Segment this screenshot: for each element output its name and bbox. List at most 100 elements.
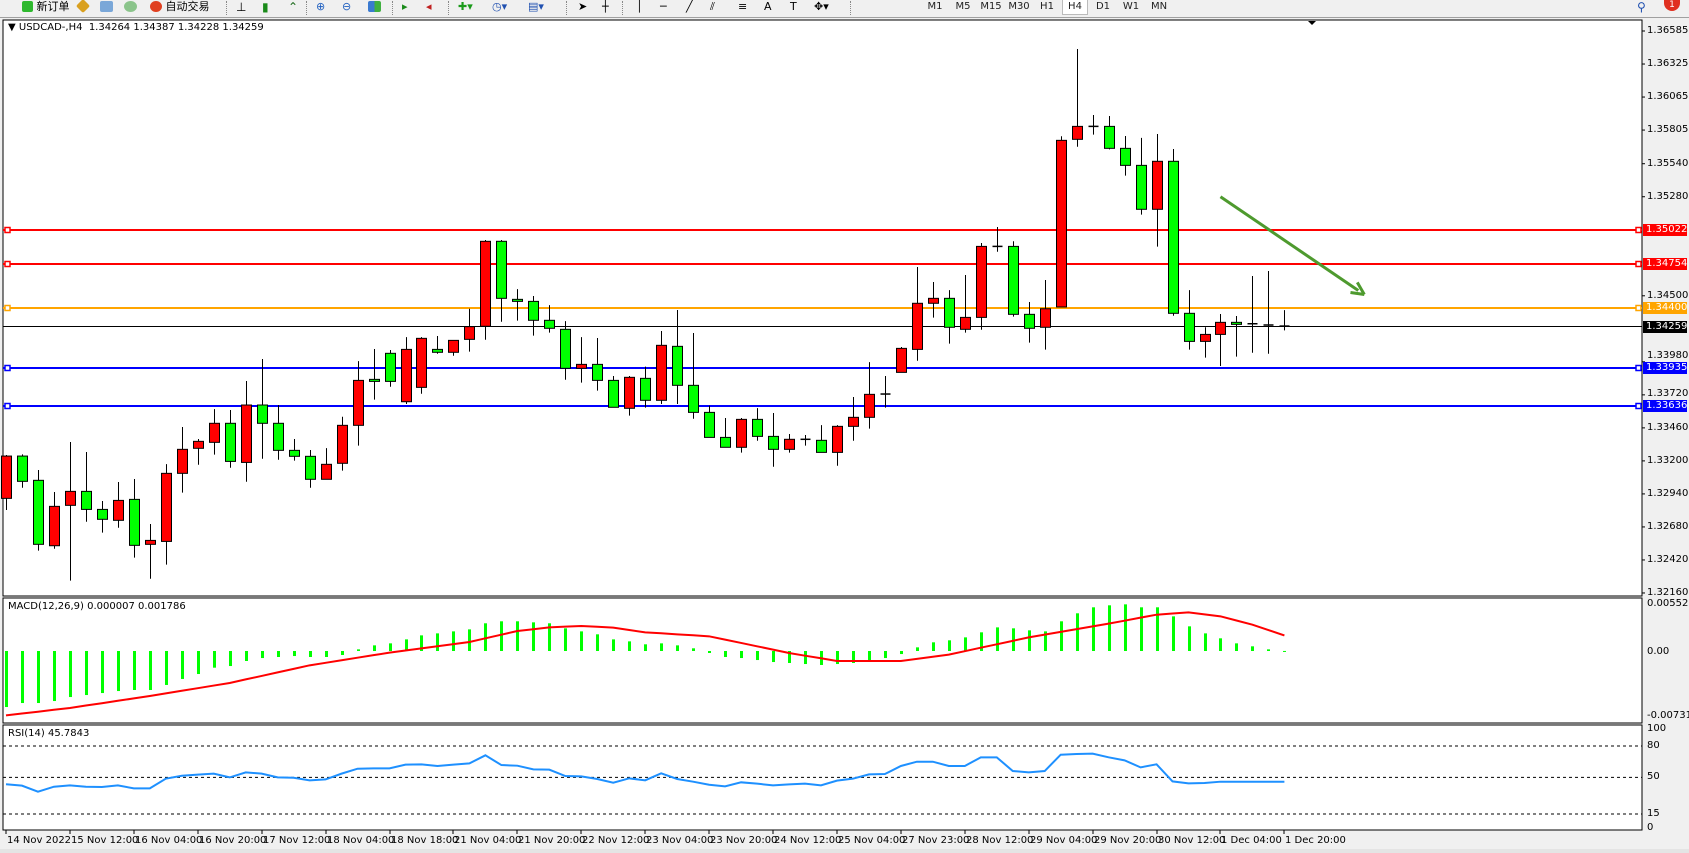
- level-handle-right: [1635, 402, 1642, 410]
- trend-arrow-line: [1219, 195, 1360, 292]
- timeframe-m5[interactable]: M5: [955, 1, 971, 12]
- candle-bearish: [608, 379, 619, 408]
- macd-histogram-bar: [5, 651, 8, 708]
- macd-histogram-bar: [996, 627, 999, 651]
- zoom-in-icon[interactable]: ⊕: [316, 0, 326, 13]
- periods-icon[interactable]: ◷▾: [492, 0, 508, 13]
- price-axis-label: 1.35805: [1647, 124, 1689, 136]
- shapes-icon[interactable]: ✥▾: [814, 0, 829, 13]
- rsi-axis-label: 100: [1647, 723, 1667, 735]
- candle-bullish: [448, 339, 459, 353]
- macd-histogram-bar: [868, 651, 871, 661]
- candle-bearish: [496, 240, 507, 299]
- candle-bullish: [337, 424, 348, 464]
- horizontal-line-icon[interactable]: ─: [660, 0, 667, 13]
- macd-histogram-bar: [708, 651, 711, 653]
- auto-trading-button[interactable]: 自动交易: [150, 0, 210, 16]
- equidistant-channel-icon[interactable]: ⫽: [710, 0, 715, 13]
- chart-header: ▼ USDCAD-,H4 1.34264 1.34387 1.34228 1.3…: [8, 22, 264, 34]
- macd-histogram-bar: [405, 639, 408, 651]
- rsi-axis-label: 0: [1647, 821, 1654, 833]
- timeframe-m1[interactable]: M1: [927, 1, 943, 12]
- price-axis-label: 1.35540: [1647, 157, 1689, 169]
- candle-bearish: [273, 422, 284, 451]
- candle-bearish: [640, 377, 651, 401]
- timeframe-h4[interactable]: H4: [1062, 0, 1088, 15]
- database-icon[interactable]: [100, 1, 113, 12]
- candle-bearish: [257, 404, 268, 424]
- notification-badge[interactable]: 1: [1664, 0, 1680, 11]
- candle-bearish: [1168, 160, 1179, 314]
- macd-histogram-bar: [436, 633, 439, 651]
- macd-histogram-bar: [21, 651, 24, 704]
- level-price-tag[interactable]: 1.34754: [1643, 258, 1687, 270]
- timeframe-h1[interactable]: H1: [1040, 1, 1054, 12]
- separator: [566, 1, 568, 15]
- timeframe-m30[interactable]: M30: [1008, 1, 1030, 12]
- zoom-out-icon[interactable]: ⊖: [342, 0, 352, 13]
- candle-bullish: [576, 363, 587, 369]
- candle-bearish: [672, 345, 683, 386]
- candle-bullish: [464, 326, 475, 340]
- price-axis-label: 1.34500: [1647, 289, 1689, 301]
- timeframe-m15[interactable]: M15: [980, 1, 1002, 12]
- level-price-tag[interactable]: 1.35022: [1643, 224, 1687, 236]
- timeframe-mn[interactable]: MN: [1150, 1, 1168, 12]
- autoscroll-icon[interactable]: ◂: [426, 0, 432, 13]
- chart-menu-triangle-icon[interactable]: ▼: [8, 22, 16, 33]
- rsi-axis-label: 50: [1647, 771, 1660, 783]
- search-icon[interactable]: ⚲: [1637, 0, 1646, 14]
- rsi-header: RSI(14) 45.7843: [8, 728, 90, 739]
- candle-bearish: [768, 435, 779, 450]
- new-order-button[interactable]: 新订单: [22, 0, 70, 16]
- signal-icon[interactable]: [124, 1, 137, 12]
- vertical-line-icon[interactable]: │: [636, 0, 643, 13]
- macd-histogram-bar: [373, 645, 376, 651]
- fibonacci-icon[interactable]: ≡: [738, 0, 748, 13]
- macd-histogram-bar: [1251, 646, 1254, 651]
- text-icon[interactable]: A: [764, 0, 772, 13]
- candle-bearish: [688, 384, 699, 413]
- text-label-icon[interactable]: T: [790, 0, 797, 13]
- crosshair-icon[interactable]: ┼: [602, 0, 609, 13]
- trendline-icon[interactable]: ╱: [686, 0, 693, 13]
- candlestick-icon[interactable]: ▮: [262, 0, 269, 14]
- tile-windows-icon[interactable]: [368, 1, 381, 12]
- macd-histogram-bar: [900, 651, 903, 655]
- candle-bullish: [896, 347, 907, 373]
- timeframe-d1[interactable]: D1: [1095, 1, 1111, 12]
- macd-histogram-bar: [1235, 643, 1238, 651]
- macd-histogram-bar: [117, 651, 120, 692]
- candle-bullish: [1056, 139, 1067, 308]
- macd-histogram-bar: [229, 651, 232, 667]
- macd-histogram-bar: [1044, 631, 1047, 651]
- level-price-tag[interactable]: 1.33935: [1643, 362, 1687, 374]
- candle-bullish: [65, 490, 76, 506]
- price-axis-label: 1.32420: [1647, 553, 1689, 565]
- line-chart-icon[interactable]: ⌃: [288, 0, 299, 14]
- time-axis-label: 22 Nov 12:00: [582, 835, 650, 846]
- timeframe-w1[interactable]: W1: [1122, 1, 1140, 12]
- level-price-tag[interactable]: 1.33636: [1643, 400, 1687, 412]
- macd-histogram-bar: [1124, 604, 1127, 651]
- macd-histogram-bar: [325, 651, 328, 657]
- candle-bearish: [512, 298, 523, 302]
- templates-icon[interactable]: ▤▾: [528, 0, 544, 13]
- macd-histogram-bar: [309, 651, 312, 657]
- candle-bullish: [832, 425, 843, 453]
- level-handle-left: [4, 402, 11, 410]
- macd-histogram-bar: [85, 651, 88, 696]
- indicators-icon[interactable]: ✚▾: [458, 0, 473, 13]
- candle-bullish: [912, 302, 923, 350]
- macd-histogram-bar: [341, 651, 344, 655]
- level-price-tag[interactable]: 1.34400: [1643, 302, 1687, 314]
- candle-bearish: [1104, 125, 1115, 149]
- macd-histogram-bar: [884, 651, 887, 659]
- chart-shift-icon[interactable]: ▸: [402, 0, 408, 13]
- cursor-icon[interactable]: ➤: [578, 0, 588, 13]
- bar-chart-icon[interactable]: ⊥: [236, 0, 247, 14]
- new-order-label: 新订单: [36, 0, 70, 13]
- macd-histogram-bar: [165, 651, 168, 685]
- candle-bearish: [752, 418, 763, 437]
